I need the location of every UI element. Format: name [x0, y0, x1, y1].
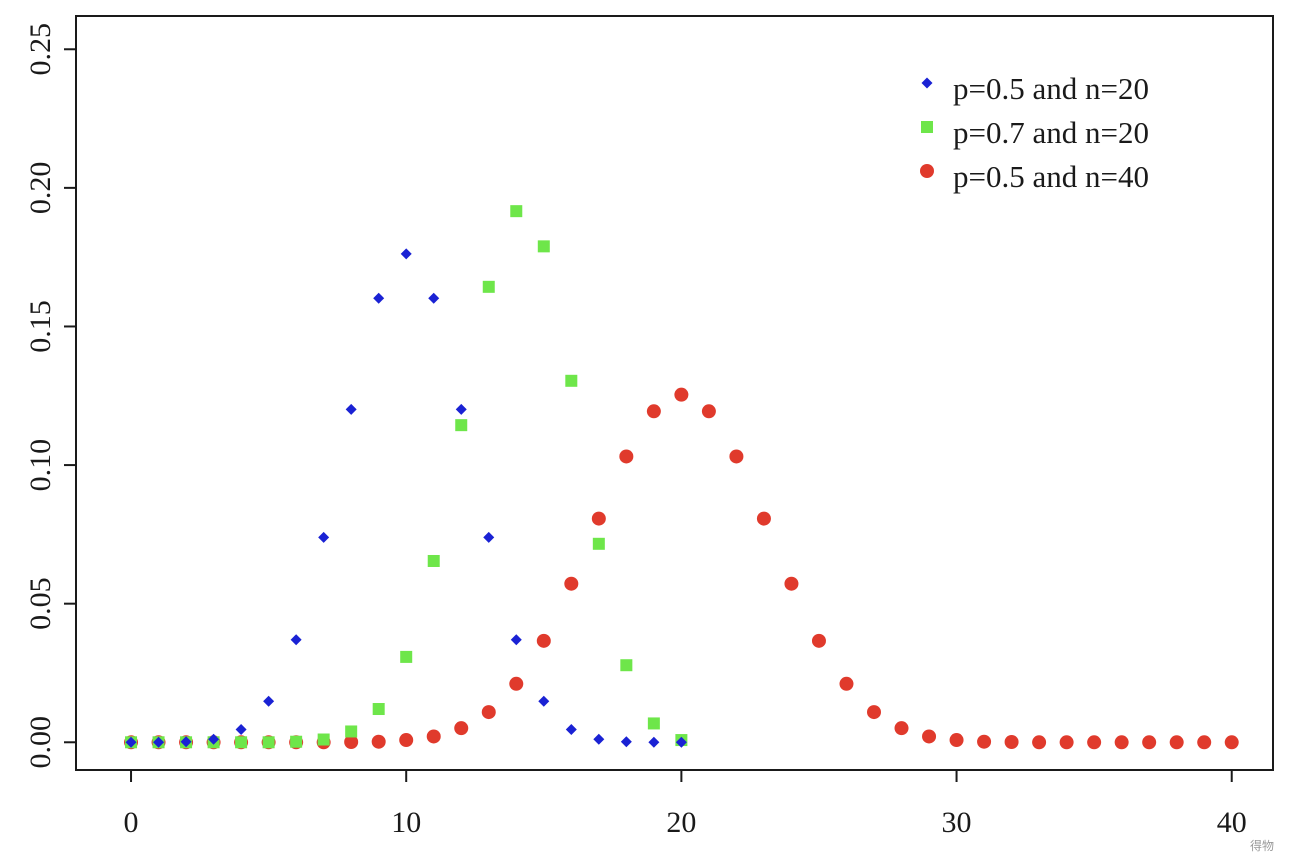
data-point-circle	[756, 511, 771, 526]
data-point-diamond	[125, 736, 137, 748]
data-point-diamond	[538, 695, 550, 707]
data-point-circle	[1142, 735, 1157, 750]
data-point-circle	[564, 576, 579, 591]
data-point-diamond	[373, 292, 385, 304]
legend-marker-circle	[920, 164, 934, 178]
data-point-diamond	[263, 695, 275, 707]
plot-frame	[75, 15, 1274, 771]
data-point-circle	[949, 733, 964, 748]
data-point-diamond	[428, 292, 440, 304]
data-point-diamond	[400, 248, 412, 260]
data-point-circle	[701, 404, 716, 419]
x-tick-label: 30	[942, 806, 972, 839]
data-point-circle	[536, 633, 551, 648]
data-point-circle	[344, 735, 359, 750]
legend-label: p=0.5 and n=40	[953, 159, 1149, 194]
data-point-circle	[1087, 735, 1102, 750]
data-point-circle	[454, 721, 469, 736]
data-point-square	[592, 537, 605, 550]
data-point-square	[455, 419, 468, 432]
data-point-square	[262, 736, 275, 749]
data-point-circle	[1114, 735, 1129, 750]
data-point-circle	[481, 705, 496, 720]
watermark-text: 得物	[1250, 838, 1274, 853]
y-tick-label: 0.20	[24, 162, 57, 215]
data-point-diamond	[318, 531, 330, 543]
data-point-square	[620, 659, 633, 672]
data-points	[124, 205, 1239, 750]
data-point-square	[565, 374, 578, 387]
y-tick-label: 0.00	[24, 716, 57, 769]
data-point-circle	[591, 511, 606, 526]
data-point-circle	[894, 721, 909, 736]
y-tick-label: 0.25	[24, 23, 57, 76]
data-point-circle	[729, 449, 744, 464]
data-point-circle	[646, 404, 661, 419]
data-point-circle	[1169, 735, 1184, 750]
x-tick-label: 40	[1217, 806, 1247, 839]
data-point-diamond	[208, 733, 220, 745]
data-point-circle	[674, 387, 689, 402]
data-point-square	[647, 717, 660, 730]
data-point-diamond	[235, 724, 247, 736]
data-point-diamond	[510, 634, 522, 646]
x-tick-label: 0	[124, 806, 139, 839]
data-point-square	[400, 650, 413, 663]
data-point-diamond	[345, 403, 357, 415]
data-point-diamond	[290, 634, 302, 646]
y-axis: 0.00 0.05 0.10 0.15 0.20 0.25	[24, 23, 76, 769]
data-point-circle	[399, 733, 414, 748]
data-point-diamond	[153, 736, 165, 748]
x-tick-label: 20	[666, 806, 696, 839]
data-point-square	[510, 205, 523, 218]
data-point-circle	[784, 576, 799, 591]
data-point-circle	[619, 449, 634, 464]
data-point-circle	[867, 705, 881, 720]
data-point-diamond	[593, 733, 605, 745]
data-point-circle	[1224, 735, 1239, 750]
x-axis: 0 10 20 30 40	[124, 770, 1247, 839]
legend-marker-square	[921, 121, 933, 133]
data-point-circle	[1032, 735, 1047, 750]
data-point-square	[290, 735, 303, 748]
y-tick-label: 0.10	[24, 439, 57, 492]
data-point-circle	[1004, 735, 1019, 750]
data-point-circle	[509, 676, 524, 691]
data-point-circle	[371, 734, 386, 749]
data-point-circle	[811, 633, 826, 648]
data-point-circle	[977, 734, 992, 749]
data-point-diamond	[455, 403, 467, 415]
data-point-square	[372, 703, 385, 716]
data-point-diamond	[620, 736, 632, 748]
data-point-diamond	[180, 736, 192, 748]
legend-label: p=0.5 and n=20	[953, 71, 1149, 106]
series-diamond-points	[125, 248, 687, 748]
data-point-diamond	[565, 724, 577, 736]
data-point-circle	[922, 729, 937, 744]
data-point-circle	[426, 729, 441, 744]
legend-label: p=0.7 and n=20	[953, 115, 1149, 150]
legend: p=0.5 and n=20 p=0.7 and n=20 p=0.5 and n=…	[920, 71, 1149, 194]
data-point-square	[317, 733, 330, 746]
data-point-circle	[1197, 735, 1212, 750]
data-point-circle	[1059, 735, 1074, 750]
x-tick-label: 10	[391, 806, 421, 839]
data-point-diamond	[483, 531, 495, 543]
y-tick-label: 0.05	[24, 577, 57, 630]
data-point-diamond	[675, 736, 687, 748]
data-point-square	[537, 240, 550, 253]
data-point-square	[482, 280, 495, 293]
data-point-square	[427, 554, 440, 567]
data-point-diamond	[648, 736, 660, 748]
y-tick-label: 0.15	[24, 300, 57, 353]
legend-marker-diamond	[921, 77, 933, 89]
data-point-circle	[839, 676, 854, 691]
data-point-square	[345, 725, 358, 738]
data-point-square	[235, 736, 248, 749]
